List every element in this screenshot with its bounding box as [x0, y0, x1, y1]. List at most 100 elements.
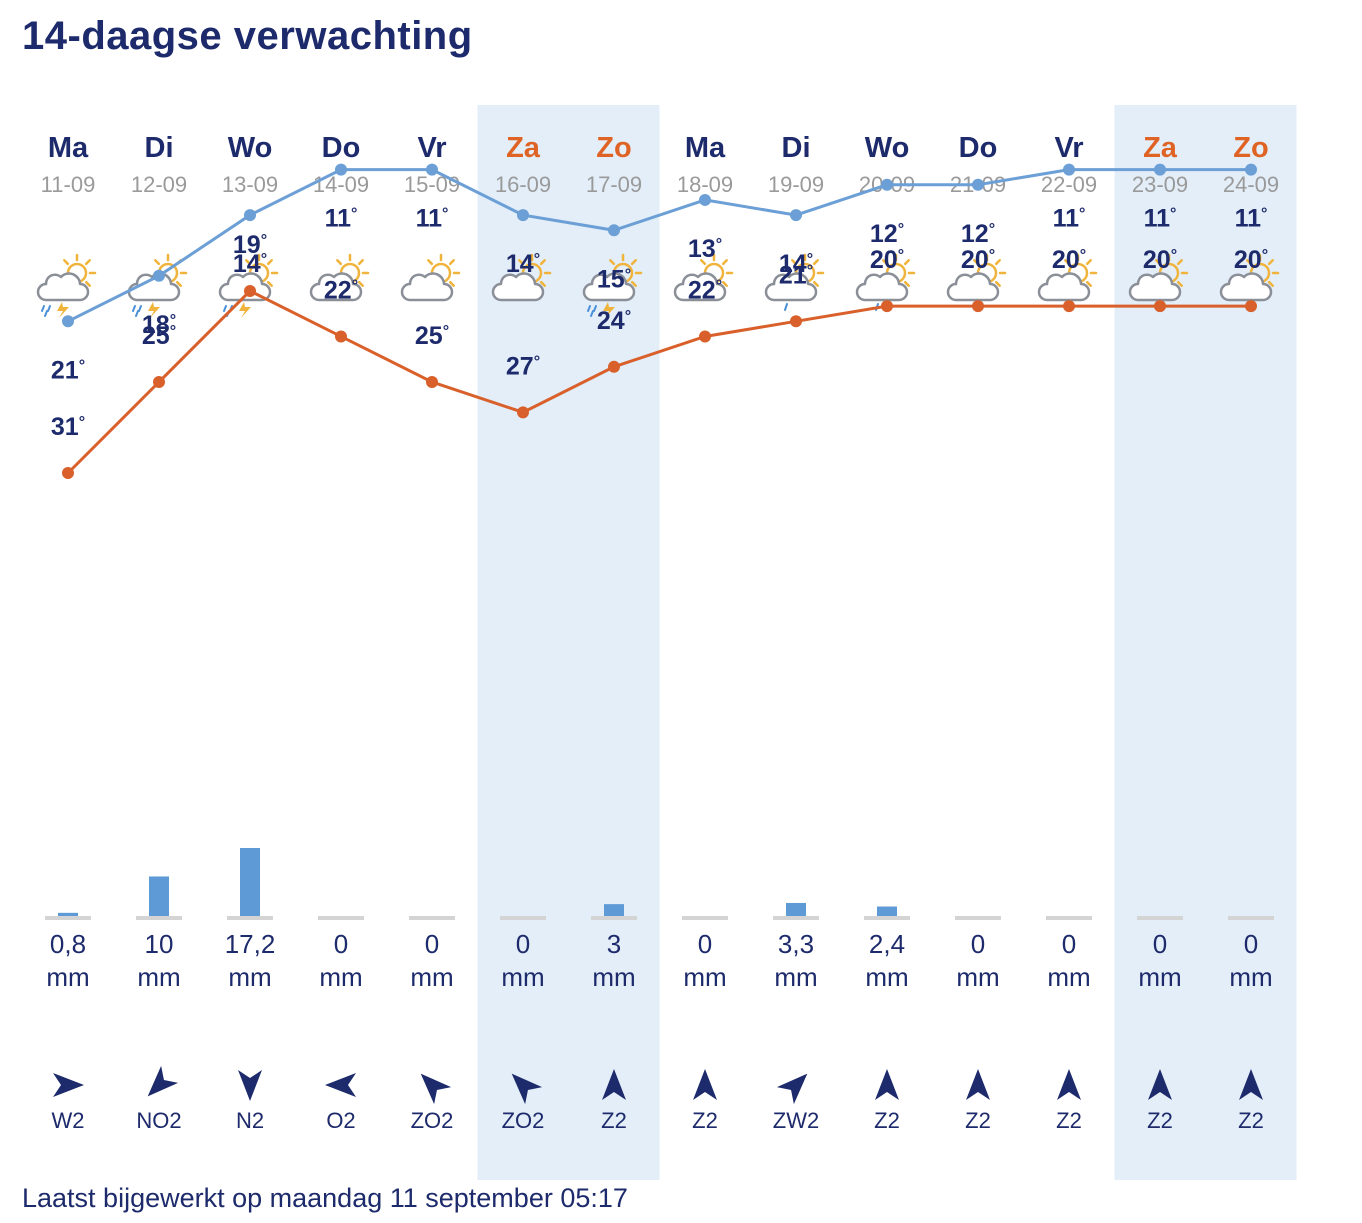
- sun-ray: [1155, 259, 1162, 266]
- max-temp-label: 24°: [597, 307, 631, 335]
- precip-bar: [240, 848, 260, 916]
- wind-direction-icon: [325, 1073, 356, 1097]
- max-temp-point: [517, 406, 529, 419]
- max-temp-point: [335, 330, 347, 343]
- max-temp-point: [153, 375, 165, 388]
- sun-ray: [448, 259, 455, 266]
- precip-value: 0: [516, 929, 530, 959]
- precip-bar: [877, 906, 897, 916]
- wind-arrow: [511, 1073, 543, 1105]
- date-label: 23-09: [1132, 172, 1188, 197]
- sun-ray: [994, 259, 1001, 266]
- sun-cloud-icon: [491, 253, 552, 302]
- rain-drop: [223, 305, 227, 312]
- sun-ray: [630, 259, 637, 266]
- day-label: Zo: [1233, 132, 1268, 164]
- precip-unit: mm: [1138, 962, 1181, 992]
- date-label: 16-09: [495, 172, 551, 197]
- wind-label: Z2: [692, 1108, 718, 1133]
- max-temp-label: 20°: [1052, 246, 1086, 274]
- rain-drop: [587, 305, 591, 312]
- sun-cloud-thunder-rain-icon: [36, 253, 97, 318]
- sun-ray: [357, 280, 364, 287]
- page-title: 14-daagse verwachting: [22, 14, 473, 58]
- sun-cloud-icon: [400, 253, 461, 302]
- sun-ray: [539, 280, 546, 287]
- wind-label: NO2: [136, 1108, 181, 1133]
- sun-ray: [721, 259, 728, 266]
- min-temp-label: 11°: [1144, 205, 1177, 233]
- wind-arrow: [325, 1073, 356, 1097]
- sun-ray: [154, 259, 161, 266]
- wind-label: ZO2: [411, 1108, 454, 1133]
- min-temp-point: [790, 209, 802, 222]
- rain-drop: [132, 305, 136, 312]
- wind-arrow: [1239, 1069, 1263, 1100]
- sun-ray: [63, 259, 70, 266]
- sun-ray: [1176, 259, 1183, 266]
- sun-cloud-icon: [1219, 253, 1280, 302]
- sun-ray: [245, 259, 252, 266]
- sun-ray: [973, 259, 980, 266]
- sun-ray: [1064, 259, 1071, 266]
- precip-bar: [604, 904, 624, 916]
- wind-direction-icon: [147, 1065, 179, 1097]
- max-temp-point: [244, 284, 256, 297]
- precip-value: 0,8: [50, 929, 86, 959]
- min-temp-point: [426, 163, 438, 176]
- lightning-bolt: [603, 302, 615, 318]
- precip-unit: mm: [774, 962, 817, 992]
- sun-cloud-icon: [309, 253, 370, 302]
- sun-ray: [882, 259, 889, 266]
- rain-drop: [138, 305, 142, 312]
- lightning-bolt: [148, 302, 160, 318]
- sun-ray: [1085, 259, 1092, 266]
- date-label: 24-09: [1223, 172, 1279, 197]
- date-label: 14-09: [313, 172, 369, 197]
- date-label: 17-09: [586, 172, 642, 197]
- sun-ray: [518, 259, 525, 266]
- precip-unit: mm: [410, 962, 453, 992]
- precip-value: 0: [425, 929, 439, 959]
- date-label: 11-09: [41, 172, 96, 197]
- cloud-shape: [582, 272, 636, 302]
- wind-label: Z2: [965, 1108, 991, 1133]
- min-temp-label: 11°: [1235, 205, 1268, 233]
- precip-unit: mm: [1229, 962, 1272, 992]
- sun-ray: [1267, 280, 1274, 287]
- min-temp-label: 11°: [1053, 205, 1086, 233]
- sun-ray: [812, 280, 819, 287]
- weekend-band: [1114, 105, 1297, 1180]
- max-temp-label: 20°: [1143, 246, 1177, 274]
- cloud-shape: [855, 272, 909, 302]
- sun-ray: [700, 259, 707, 266]
- lightning-bolt: [239, 302, 251, 318]
- sun-ray: [84, 259, 91, 266]
- wind-label: ZW2: [773, 1108, 819, 1133]
- max-temp-label: 31°: [51, 413, 85, 441]
- max-temp-point: [1063, 300, 1075, 313]
- sun-ray: [448, 280, 455, 287]
- rain-drop: [47, 305, 51, 312]
- max-temp-label: 25°: [415, 322, 449, 350]
- sun-cloud-icon: [1128, 253, 1189, 302]
- max-temp-label: 21°: [779, 261, 813, 289]
- min-temp-label: 11°: [325, 205, 358, 233]
- min-temp-point: [608, 224, 620, 237]
- rain-drop: [135, 310, 139, 317]
- weekend-band: [477, 105, 660, 1180]
- min-temp-label: 18°: [142, 311, 176, 339]
- precip-value: 0: [1244, 929, 1258, 959]
- wind-direction-icon: [602, 1069, 626, 1100]
- max-temp-point: [62, 467, 74, 479]
- sun-ray: [357, 259, 364, 266]
- wind-direction-icon: [420, 1073, 452, 1105]
- min-temp-point: [1245, 163, 1257, 176]
- sun-ray: [1176, 280, 1183, 287]
- sun-cloud-icon: [1037, 253, 1098, 302]
- day-label: Vr: [417, 132, 446, 164]
- date-label: 12-09: [131, 172, 187, 197]
- wind-direction-icon: [1148, 1069, 1172, 1100]
- wind-arrow: [966, 1069, 990, 1100]
- max-temp-point: [699, 330, 711, 343]
